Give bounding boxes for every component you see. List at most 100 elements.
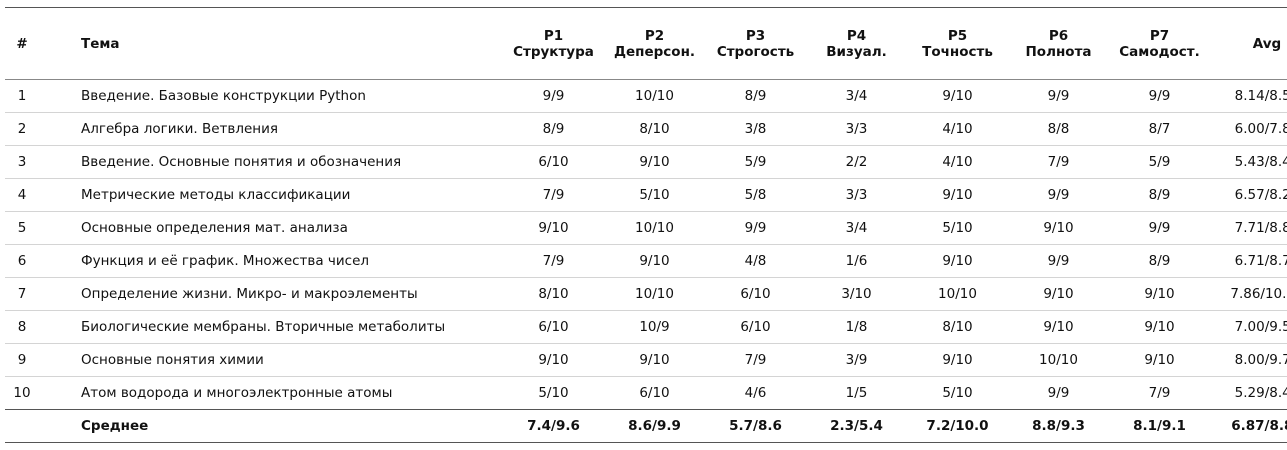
summary-p5: 7.2/10.0 xyxy=(907,409,1008,443)
row-p2: 10/10 xyxy=(604,277,705,311)
header-p2: P2 Деперсон. xyxy=(604,7,705,80)
row-number: 4 xyxy=(5,178,39,212)
row-p2: 5/10 xyxy=(604,178,705,212)
row-p7: 9/9 xyxy=(1109,79,1210,113)
header-p4: P4 Визуал. xyxy=(806,7,907,80)
row-topic: Определение жизни. Микро- и макроэлемент… xyxy=(39,277,503,311)
header-p3: P3 Строгость xyxy=(705,7,806,80)
row-p1: 7/9 xyxy=(503,244,604,278)
row-p6: 7/9 xyxy=(1008,145,1109,179)
row-p3: 4/8 xyxy=(705,244,806,278)
row-p5: 9/10 xyxy=(907,79,1008,113)
row-p6: 9/9 xyxy=(1008,376,1109,410)
row-p3: 4/6 xyxy=(705,376,806,410)
header-avg: Avg xyxy=(1210,7,1287,80)
row-p4: 3/4 xyxy=(806,211,907,245)
row-avg: 7.00/9.57 xyxy=(1210,310,1287,344)
row-topic: Метрические методы классификации xyxy=(39,178,503,212)
row-p5: 10/10 xyxy=(907,277,1008,311)
row-p7: 7/9 xyxy=(1109,376,1210,410)
header-row: # Тема P1 Структура P2 Деперсон. P3 Строгос… xyxy=(5,7,1287,80)
row-p4: 3/3 xyxy=(806,112,907,146)
table-row: 7 Определение жизни. Микро- и макроэлеме… xyxy=(5,277,1287,311)
row-p1: 9/9 xyxy=(503,79,604,113)
header-p5-name: Точность xyxy=(922,43,993,60)
row-p2: 10/10 xyxy=(604,79,705,113)
row-avg: 6.00/7.86 xyxy=(1210,112,1287,146)
row-topic: Введение. Основные понятия и обозначения xyxy=(39,145,503,179)
row-topic: Алгебра логики. Ветвления xyxy=(39,112,503,146)
row-avg: 5.43/8.43 xyxy=(1210,145,1287,179)
row-number: 8 xyxy=(5,310,39,344)
table-row: 5 Основные определения мат. анализа 9/10… xyxy=(5,211,1287,245)
row-topic: Атом водорода и многоэлектронные атомы xyxy=(39,376,503,410)
summary-avg: 6.87/8.84 xyxy=(1210,409,1287,443)
row-number: 9 xyxy=(5,343,39,377)
row-p1: 9/10 xyxy=(503,211,604,245)
row-p6: 8/8 xyxy=(1008,112,1109,146)
table-row: 9 Основные понятия химии 9/10 9/10 7/9 3… xyxy=(5,343,1287,377)
row-p2: 9/10 xyxy=(604,343,705,377)
header-p1: P1 Структура xyxy=(503,7,604,80)
row-p6: 9/10 xyxy=(1008,211,1109,245)
header-p6-code: P6 xyxy=(1048,27,1069,44)
row-p7: 8/7 xyxy=(1109,112,1210,146)
row-p7: 8/9 xyxy=(1109,178,1210,212)
row-p7: 8/9 xyxy=(1109,244,1210,278)
row-number: 5 xyxy=(5,211,39,245)
summary-p7: 8.1/9.1 xyxy=(1109,409,1210,443)
summary-p4: 2.3/5.4 xyxy=(806,409,907,443)
header-p4-code: P4 xyxy=(846,27,867,44)
row-p5: 9/10 xyxy=(907,244,1008,278)
row-p3: 9/9 xyxy=(705,211,806,245)
row-p5: 9/10 xyxy=(907,178,1008,212)
header-p1-code: P1 xyxy=(543,27,564,44)
row-p5: 4/10 xyxy=(907,145,1008,179)
row-p6: 9/9 xyxy=(1008,79,1109,113)
table-row: 6 Функция и её график. Множества чисел 7… xyxy=(5,244,1287,278)
row-avg: 8.00/9.71 xyxy=(1210,343,1287,377)
row-p1: 8/9 xyxy=(503,112,604,146)
row-p3: 5/9 xyxy=(705,145,806,179)
row-p5: 5/10 xyxy=(907,211,1008,245)
header-p7-code: P7 xyxy=(1149,27,1170,44)
row-topic: Основные понятия химии xyxy=(39,343,503,377)
row-p4: 3/9 xyxy=(806,343,907,377)
header-p6-name: Полнота xyxy=(1025,43,1092,60)
header-p5-code: P5 xyxy=(947,27,968,44)
header-p7-name: Самодост. xyxy=(1119,43,1200,60)
row-number: 6 xyxy=(5,244,39,278)
results-table: # Тема P1 Структура P2 Деперсон. P3 Строгос… xyxy=(5,7,1287,443)
header-p4-name: Визуал. xyxy=(826,43,887,60)
row-topic: Основные определения мат. анализа xyxy=(39,211,503,245)
row-p4: 1/8 xyxy=(806,310,907,344)
summary-p1: 7.4/9.6 xyxy=(503,409,604,443)
row-p4: 3/3 xyxy=(806,178,907,212)
header-p6: P6 Полнота xyxy=(1008,7,1109,80)
row-avg: 5.29/8.43 xyxy=(1210,376,1287,410)
table-row: 8 Биологические мембраны. Вторичные мета… xyxy=(5,310,1287,344)
row-p6: 9/10 xyxy=(1008,310,1109,344)
row-p7: 9/10 xyxy=(1109,277,1210,311)
row-p1: 9/10 xyxy=(503,343,604,377)
row-topic: Биологические мембраны. Вторичные метабо… xyxy=(39,310,503,344)
row-p4: 1/6 xyxy=(806,244,907,278)
row-p1: 5/10 xyxy=(503,376,604,410)
row-p3: 7/9 xyxy=(705,343,806,377)
row-p2: 6/10 xyxy=(604,376,705,410)
table-row: 4 Метрические методы классификации 7/9 5… xyxy=(5,178,1287,212)
row-p2: 9/10 xyxy=(604,145,705,179)
table-row: 1 Введение. Базовые конструкции Python 9… xyxy=(5,79,1287,113)
row-p7: 9/10 xyxy=(1109,310,1210,344)
row-p3: 5/8 xyxy=(705,178,806,212)
row-avg: 6.71/8.71 xyxy=(1210,244,1287,278)
summary-p6: 8.8/9.3 xyxy=(1008,409,1109,443)
row-p4: 3/4 xyxy=(806,79,907,113)
summary-p3: 5.7/8.6 xyxy=(705,409,806,443)
table-row: 3 Введение. Основные понятия и обозначен… xyxy=(5,145,1287,179)
row-p1: 8/10 xyxy=(503,277,604,311)
row-p7: 9/10 xyxy=(1109,343,1210,377)
row-p6: 9/10 xyxy=(1008,277,1109,311)
row-number: 10 xyxy=(5,376,39,410)
row-p5: 8/10 xyxy=(907,310,1008,344)
